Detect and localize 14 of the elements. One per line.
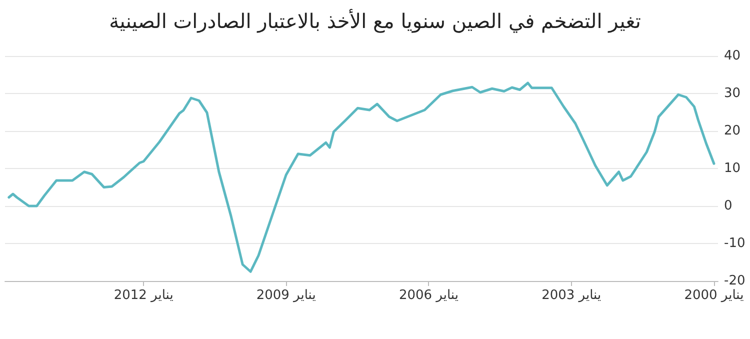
x-tick-label: يناير 2000 xyxy=(684,288,744,303)
x-tick-label: يناير 2012 xyxy=(114,288,174,303)
x-tick-label: يناير 2009 xyxy=(256,288,316,303)
line-series xyxy=(8,82,716,273)
y-tick-label: 40 xyxy=(724,48,741,64)
y-tick-label: 20 xyxy=(724,124,741,138)
y-tick-label: 0 xyxy=(724,198,732,214)
x-tick-label: يناير 2006 xyxy=(398,288,459,303)
y-tick-label: 10 xyxy=(724,161,741,176)
y-tick-label: -20 xyxy=(724,274,746,288)
x-tick-label: يناير 2003 xyxy=(542,288,602,303)
y-tick-label: 30 xyxy=(724,86,741,101)
chart-title: تغير التضخم في الصين سنويا مع الأخذ بالاعتبار الصادرات الصينية xyxy=(109,8,641,33)
y-tick-label: -10 xyxy=(724,236,746,251)
